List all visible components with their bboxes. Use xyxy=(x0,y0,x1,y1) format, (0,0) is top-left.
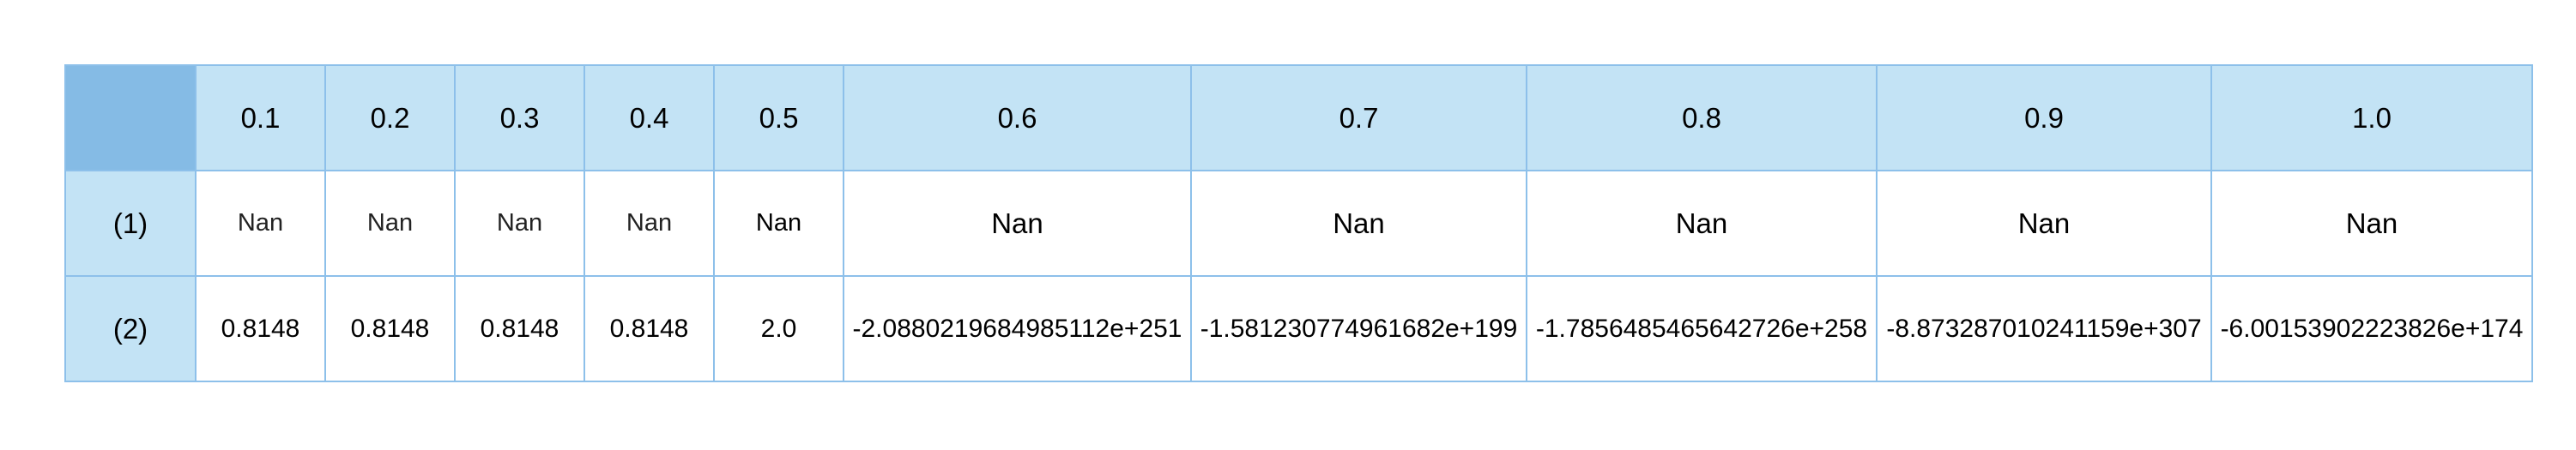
table-cell: -1.7856485465642726e+258 xyxy=(1526,275,1878,382)
table-cell: Nan xyxy=(1526,170,1878,277)
corner-cell xyxy=(64,64,197,171)
table-cell: Nan xyxy=(1190,170,1527,277)
column-header: 0.8 xyxy=(1526,64,1878,171)
column-header: 0.5 xyxy=(713,64,844,171)
table-cell: Nan xyxy=(1876,170,2212,277)
table-cell: -6.00153902223826e+174 xyxy=(2210,275,2533,382)
table-row: (2) 0.8148 0.8148 0.8148 0.8148 2.0 -2.0… xyxy=(64,275,2533,382)
column-header: 0.2 xyxy=(324,64,456,171)
table-row: (1) Nan Nan Nan Nan Nan Nan Nan Nan Nan … xyxy=(64,170,2533,277)
table-cell: Nan xyxy=(584,170,715,277)
table-cell: 0.8148 xyxy=(454,275,585,382)
column-header: 0.9 xyxy=(1876,64,2212,171)
table-cell: Nan xyxy=(195,170,326,277)
column-header: 0.4 xyxy=(584,64,715,171)
column-header: 0.7 xyxy=(1190,64,1527,171)
column-header: 0.6 xyxy=(843,64,1192,171)
table-cell: -2.0880219684985112e+251 xyxy=(843,275,1192,382)
table-cell: -1.581230774961682e+199 xyxy=(1190,275,1527,382)
table-cell: Nan xyxy=(843,170,1192,277)
table-cell: 0.8148 xyxy=(195,275,326,382)
table-cell: 0.8148 xyxy=(584,275,715,382)
results-table: 0.1 0.2 0.3 0.4 0.5 0.6 0.7 0.8 0.9 1.0 … xyxy=(64,64,2533,382)
table-cell: Nan xyxy=(324,170,456,277)
column-header: 0.3 xyxy=(454,64,585,171)
row-header: (1) xyxy=(64,170,197,277)
header-row: 0.1 0.2 0.3 0.4 0.5 0.6 0.7 0.8 0.9 1.0 xyxy=(64,64,2533,171)
table-cell: 2.0 xyxy=(713,275,844,382)
column-header: 0.1 xyxy=(195,64,326,171)
table-cell: Nan xyxy=(713,170,844,277)
results-table-container: 0.1 0.2 0.3 0.4 0.5 0.6 0.7 0.8 0.9 1.0 … xyxy=(64,64,2533,382)
column-header: 1.0 xyxy=(2210,64,2533,171)
table-cell: -8.873287010241159e+307 xyxy=(1876,275,2212,382)
row-header: (2) xyxy=(64,275,197,382)
table-cell: 0.8148 xyxy=(324,275,456,382)
table-cell: Nan xyxy=(454,170,585,277)
table-cell: Nan xyxy=(2210,170,2533,277)
